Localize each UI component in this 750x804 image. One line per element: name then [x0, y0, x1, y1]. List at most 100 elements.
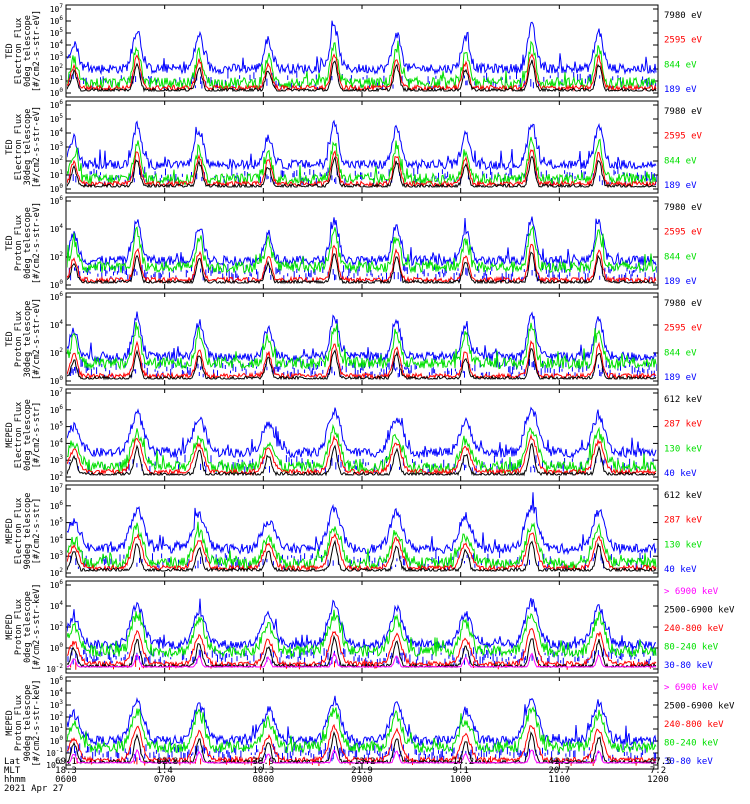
y-tick-label: 106 [50, 15, 64, 26]
y-tick-label: 102 [50, 567, 64, 578]
footer-row-label: hhmm [4, 775, 26, 785]
legend-entry: 612 keV [664, 491, 703, 501]
y-tick-label: 102 [50, 251, 64, 262]
y-axis-label-line: Electron Flux [14, 18, 24, 85]
series-black-trace [67, 155, 657, 189]
legend-entry: 844 eV [664, 156, 697, 166]
y-tick-label: 104 [50, 600, 64, 611]
y-tick-label: 106 [50, 579, 64, 590]
y-tick-label: 104 [50, 319, 64, 330]
y-tick-label: 107 [50, 3, 64, 14]
footer-date: 2021 Apr 27 [4, 784, 64, 794]
y-tick-label: 102 [50, 711, 64, 722]
y-tick-label: 104 [50, 223, 64, 234]
y-axis-label-line: 0deg telescope [23, 399, 33, 471]
y-tick-label: 104 [50, 437, 64, 448]
footer-lat-value: 38.9 [252, 757, 274, 767]
legend-entry: 2500-6900 keV [664, 702, 735, 712]
y-tick-label: 100 [50, 642, 64, 653]
footer-lat-value: -14.2 [447, 757, 474, 767]
legend-entry: 189 eV [664, 181, 697, 191]
footer-lat-value: 41.3 [548, 757, 570, 767]
y-tick-label: 104 [50, 127, 64, 138]
y-tick-label: 102 [50, 471, 64, 482]
legend-entry: 130 keV [664, 540, 703, 550]
panel-data [67, 216, 657, 285]
series-green-trace [67, 706, 657, 755]
y-tick-label: 10-2 [46, 663, 63, 674]
y-axis-label-line: Electron Flux [14, 402, 24, 469]
y-tick-label: 10-1 [46, 747, 63, 758]
y-axis-label-line: [#/cm2-s-str] [32, 402, 42, 469]
series-green-trace [67, 226, 657, 275]
series-black-trace [67, 348, 657, 381]
legend-entry: 7980 eV [664, 107, 703, 117]
y-axis-label-line: TED [5, 235, 15, 250]
y-tick-label: 105 [50, 421, 64, 432]
y-axis-label-line: Proton Flux [14, 311, 24, 367]
footer-lat-value: -62.8 [151, 757, 178, 767]
y-axis-label-line: MEPED [5, 710, 15, 736]
legend-entry: > 6900 keV [664, 587, 719, 597]
y-tick-label: 100 [50, 375, 64, 386]
panel-data [67, 695, 657, 766]
y-axis-label-line: 90deg telescope [23, 685, 33, 762]
legend-entry: 612 keV [664, 395, 703, 405]
y-tick-label: 100 [50, 735, 64, 746]
panel-data [67, 492, 657, 573]
legend-entry: 30-80 keV [664, 661, 713, 671]
y-tick-label: 100 [50, 183, 64, 194]
footer-lat-value: -67.5 [644, 757, 671, 767]
legend-entry: 844 eV [664, 348, 697, 358]
series-red-trace [67, 627, 657, 669]
legend-entry: 40 keV [664, 469, 697, 479]
legend-entry: > 6900 keV [664, 683, 719, 693]
y-tick-label: 104 [50, 533, 64, 544]
panel-data [67, 20, 657, 93]
legend-entry: 240-800 keV [664, 624, 724, 634]
panel-data [67, 597, 657, 670]
series-blue-trace [67, 492, 657, 556]
y-axis-label-line: Electron Flux [14, 114, 24, 181]
legend-entry: 189 eV [664, 373, 697, 383]
y-axis-label-line: MEPED [5, 422, 15, 448]
y-axis-label-line: Proton Flux [14, 215, 24, 271]
series-green-trace [67, 423, 657, 475]
legend-entry: 2595 eV [664, 132, 703, 142]
y-axis-label-line: [#/cm2-s-str-eV] [32, 106, 42, 188]
series-green-trace [67, 136, 657, 186]
legend-entry: 130 keV [664, 444, 703, 454]
y-tick-label: 103 [50, 550, 64, 561]
footer-row-label: MLT [4, 766, 21, 776]
legend-entry: 7980 eV [664, 203, 703, 213]
y-tick-label: 102 [50, 63, 64, 74]
y-tick-label: 105 [50, 517, 64, 528]
series-black-trace [67, 442, 657, 477]
y-axis-label-line: [#/cm2-s-str] [32, 498, 42, 565]
footer-mlt-value: 21.9 [351, 766, 373, 776]
panel-data [67, 406, 657, 477]
y-axis-label-line: MEPED [5, 614, 15, 640]
legend-entry: 7980 eV [664, 11, 703, 21]
y-axis-label-line: [#/cm2-s-str-keV] [32, 584, 42, 671]
x-tick-label-hhmm: 1000 [450, 775, 472, 785]
y-tick-label: 100 [50, 279, 64, 290]
y-tick-label: 100 [50, 87, 64, 98]
y-tick-label: 105 [50, 27, 64, 38]
footer-lat-value: -13.2 [348, 757, 375, 767]
series-green-trace [67, 609, 657, 659]
y-tick-label: 103 [50, 454, 64, 465]
panel-3: 106 104 102 100 TED Proton Flux 0deg telescope… [5, 195, 703, 290]
panel-data [67, 119, 657, 189]
y-tick-label: 102 [50, 155, 64, 166]
y-axis-label-line: 30deg telescope [23, 301, 33, 378]
series-blue-trace [67, 20, 657, 76]
x-tick-label-hhmm: 1200 [647, 775, 669, 785]
series-black-trace [67, 59, 657, 93]
y-tick-label: 106 [50, 291, 64, 302]
panel-data [67, 311, 657, 381]
panel-frame [65, 580, 659, 674]
x-tick-label-hhmm: 0900 [351, 775, 373, 785]
